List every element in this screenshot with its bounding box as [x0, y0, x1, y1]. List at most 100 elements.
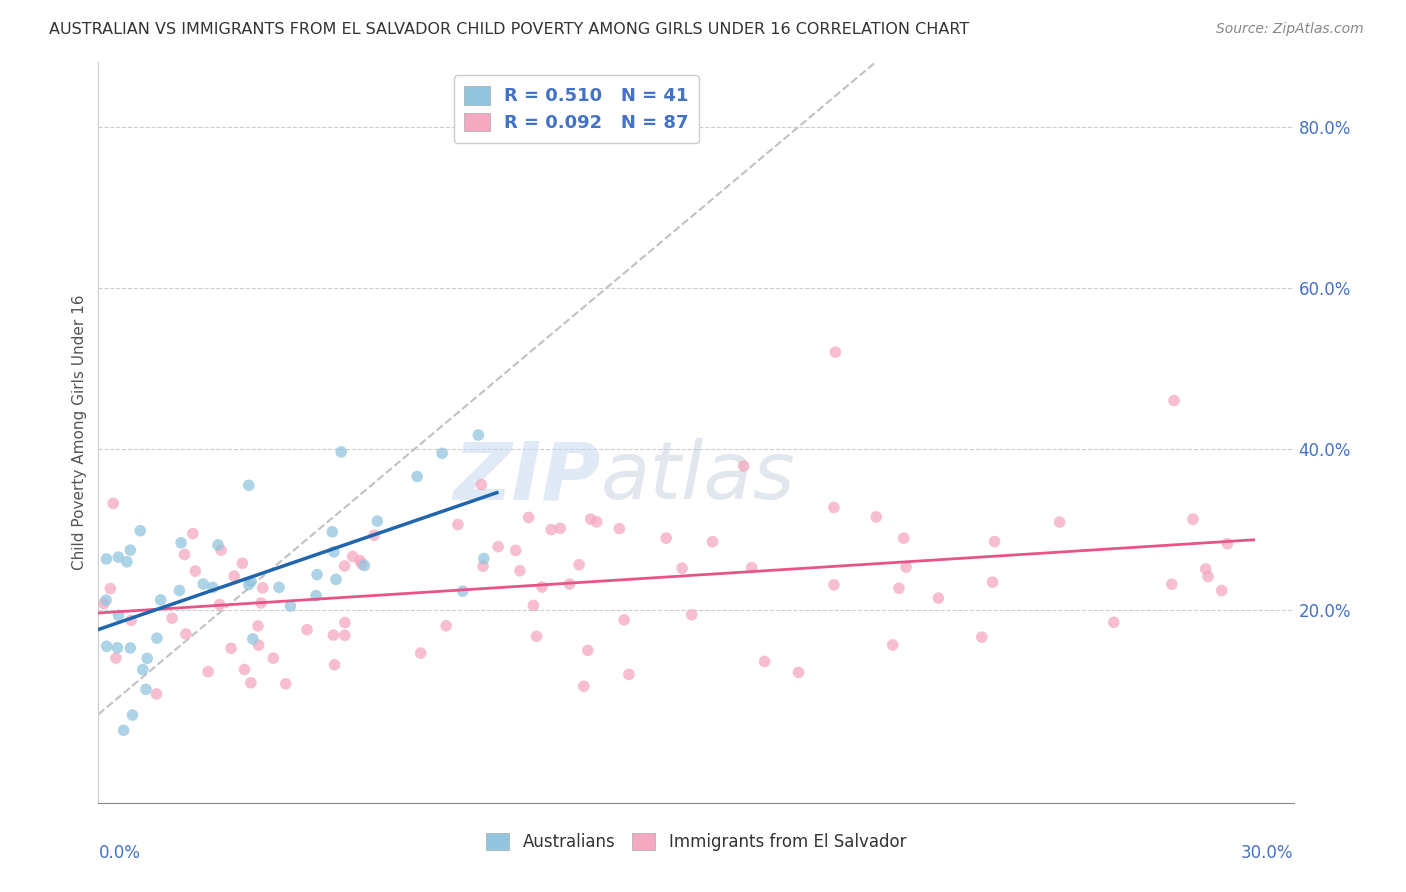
Point — [193, 577, 215, 591]
Point — [467, 428, 489, 442]
Point — [540, 523, 562, 537]
Point — [280, 599, 302, 613]
Y-axis label: Child Poverty Among Girls Under 16: Child Poverty Among Girls Under 16 — [72, 295, 87, 570]
Point — [267, 580, 290, 594]
Point — [1211, 583, 1233, 598]
Point — [323, 657, 346, 672]
Point — [558, 577, 581, 591]
Point — [576, 643, 599, 657]
Point — [882, 638, 904, 652]
Point — [1163, 393, 1185, 408]
Point — [970, 630, 993, 644]
Point — [865, 509, 887, 524]
Text: AUSTRALIAN VS IMMIGRANTS FROM EL SALVADOR CHILD POVERTY AMONG GIRLS UNDER 16 COR: AUSTRALIAN VS IMMIGRANTS FROM EL SALVADO… — [49, 22, 970, 37]
Point — [135, 682, 157, 697]
Point — [246, 619, 269, 633]
Point — [146, 631, 169, 645]
Point — [470, 477, 492, 491]
Point — [105, 640, 128, 655]
Point — [325, 573, 347, 587]
Point — [231, 556, 253, 570]
Point — [96, 640, 118, 654]
Point — [472, 551, 495, 566]
Point — [824, 345, 846, 359]
Point — [169, 583, 191, 598]
Point — [350, 557, 373, 571]
Point — [1102, 615, 1125, 630]
Point — [238, 577, 260, 591]
Point — [1216, 536, 1239, 550]
Point — [209, 543, 232, 558]
Point — [330, 445, 353, 459]
Point — [94, 593, 117, 607]
Point — [585, 515, 607, 529]
Point — [733, 458, 755, 473]
Point — [887, 581, 910, 595]
Point — [1160, 577, 1182, 591]
Point — [451, 584, 474, 599]
Point — [893, 531, 915, 545]
Point — [173, 548, 195, 562]
Point — [321, 524, 343, 539]
Point — [1049, 515, 1071, 529]
Point — [447, 517, 470, 532]
Point — [98, 582, 121, 596]
Point — [250, 596, 273, 610]
Point — [1197, 569, 1219, 583]
Point — [430, 446, 453, 460]
Point — [107, 550, 129, 565]
Point — [1181, 512, 1204, 526]
Point — [568, 558, 591, 572]
Point — [239, 574, 262, 589]
Point — [136, 651, 159, 665]
Point — [197, 665, 219, 679]
Point — [409, 646, 432, 660]
Point — [671, 561, 693, 575]
Point — [149, 593, 172, 607]
Point — [681, 607, 703, 622]
Point — [1195, 562, 1218, 576]
Point — [219, 641, 242, 656]
Point — [208, 598, 231, 612]
Point — [274, 677, 297, 691]
Point — [262, 651, 284, 665]
Point — [112, 723, 135, 738]
Point — [655, 531, 678, 545]
Point — [609, 522, 631, 536]
Point — [333, 628, 356, 642]
Point — [366, 514, 388, 528]
Point — [823, 500, 845, 515]
Legend: Australians, Immigrants from El Salvador: Australians, Immigrants from El Salvador — [479, 826, 912, 857]
Text: Source: ZipAtlas.com: Source: ZipAtlas.com — [1216, 22, 1364, 37]
Point — [548, 521, 571, 535]
Point — [103, 496, 125, 510]
Point — [93, 597, 115, 611]
Point — [754, 655, 776, 669]
Point — [322, 545, 344, 559]
Text: atlas: atlas — [600, 438, 796, 516]
Point — [120, 543, 142, 558]
Point — [233, 663, 256, 677]
Text: 30.0%: 30.0% — [1241, 844, 1294, 862]
Point — [981, 575, 1004, 590]
Point — [170, 536, 193, 550]
Text: ZIP: ZIP — [453, 438, 600, 516]
Point — [305, 589, 328, 603]
Point — [486, 540, 509, 554]
Point — [104, 651, 127, 665]
Point — [145, 687, 167, 701]
Point — [505, 543, 527, 558]
Point — [823, 578, 845, 592]
Point — [526, 629, 548, 643]
Point — [242, 632, 264, 646]
Point — [181, 526, 204, 541]
Point — [363, 528, 385, 542]
Point — [353, 558, 375, 573]
Point — [579, 512, 602, 526]
Point — [702, 534, 724, 549]
Point — [224, 569, 246, 583]
Point — [322, 628, 344, 642]
Point — [509, 564, 531, 578]
Point — [307, 567, 329, 582]
Point — [333, 615, 356, 630]
